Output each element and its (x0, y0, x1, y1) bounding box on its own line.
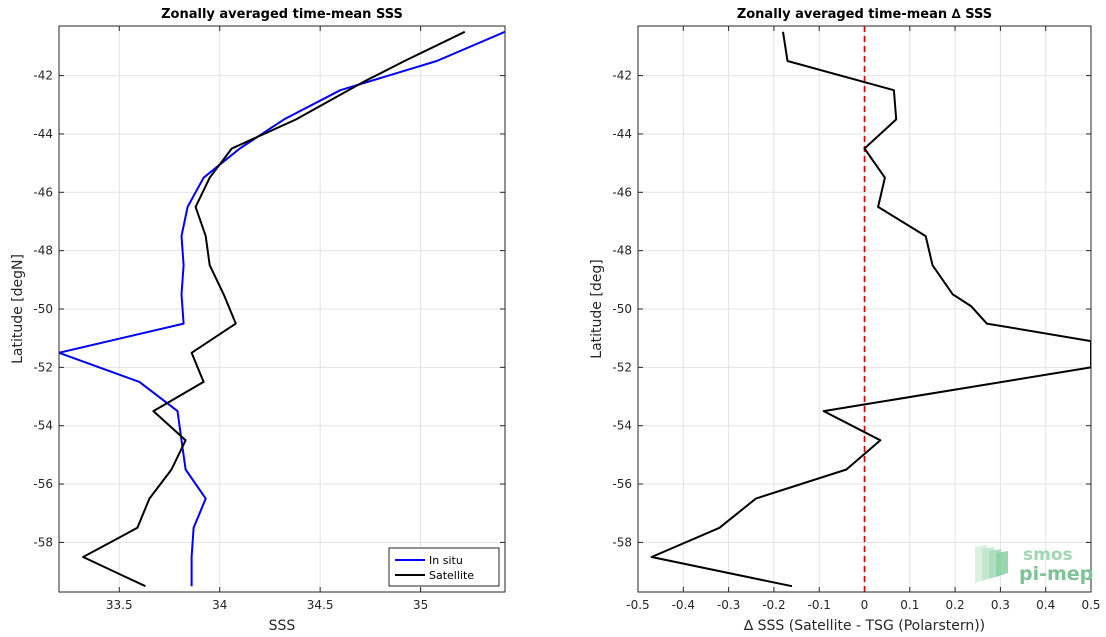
axes-box (637, 25, 1092, 593)
y-tick-label: -52 (612, 360, 632, 374)
legend-label-in-situ: In situ (429, 554, 463, 567)
y-tick-label: -58 (612, 535, 632, 549)
y-tick-label: -54 (33, 419, 53, 433)
y-axis-label: Latitude [deg] (589, 259, 605, 358)
chart-title: Zonally averaged time-mean ∆ SSS (737, 7, 992, 22)
sss-panel: 33.5 34 34.5 35 -58 -56 -54 -52 -50 -48 -46 -44 -42 Z… (10, 7, 506, 634)
axes-box (58, 25, 506, 593)
x-tick-label: 0.3 (991, 598, 1010, 612)
y-tick-label: -50 (612, 302, 632, 316)
plot-lines (650, 26, 1091, 592)
logo-text-smos: smos (1023, 545, 1073, 565)
y-tick-label: -48 (33, 244, 53, 258)
x-tick-label: -0.1 (807, 598, 830, 612)
x-tick-label: 0.2 (946, 598, 965, 612)
legend: In situ Satellite (388, 547, 500, 587)
y-tick-label: -44 (612, 127, 632, 141)
x-tick-label: -0.2 (762, 598, 785, 612)
y-tick-label: -48 (612, 244, 632, 258)
legend-label-satellite: Satellite (429, 569, 474, 582)
logo-leaf-shape (996, 551, 1008, 577)
x-tick-label: -0.5 (626, 598, 649, 612)
series-satellite-line (82, 30, 466, 588)
x-tick-label: -0.3 (717, 598, 740, 612)
x-tick-label: 0.4 (1036, 598, 1055, 612)
logo-text-pi-mep: pi-mep (1019, 563, 1093, 585)
y-tick-label: -56 (612, 477, 632, 491)
x-tick-label: 33.5 (106, 598, 133, 612)
chart-title: Zonally averaged time-mean SSS (161, 7, 403, 22)
y-tick-label: -44 (33, 127, 53, 141)
x-axis-label: SSS (269, 618, 296, 634)
x-axis-label: ∆ SSS (Satellite - TSG (Polarstern)) (743, 618, 985, 634)
x-tick-label: 0.5 (1081, 598, 1100, 612)
legend-box (388, 547, 500, 587)
y-tick-label: -52 (33, 360, 53, 374)
x-tick-label: 35 (413, 598, 428, 612)
x-tick-label: -0.4 (672, 598, 695, 612)
x-tick-label: 0 (861, 598, 869, 612)
series-delta-sss-line (650, 31, 1091, 588)
y-tick-label: -46 (33, 185, 53, 199)
series-in-situ-line (59, 30, 505, 587)
x-tick-label: 34.5 (307, 598, 334, 612)
y-axis-label: Latitude [degN] (10, 254, 26, 364)
y-tick-label: -42 (612, 69, 632, 83)
delta-sss-panel: -0.5 -0.4 -0.3 -0.2 -0.1 0 0.1 0.2 0.3 0.4 0.5 -58 -… (589, 7, 1101, 634)
y-tick-label: -54 (612, 419, 632, 433)
y-tick-label: -58 (33, 535, 53, 549)
plot-lines (59, 30, 505, 588)
y-tick-label: -50 (33, 302, 53, 316)
x-tick-label: 0.1 (900, 598, 919, 612)
y-tick-label: -56 (33, 477, 53, 491)
x-tick-label: 34 (212, 598, 227, 612)
y-tick-label: -42 (33, 69, 53, 83)
y-tick-label: -46 (612, 185, 632, 199)
